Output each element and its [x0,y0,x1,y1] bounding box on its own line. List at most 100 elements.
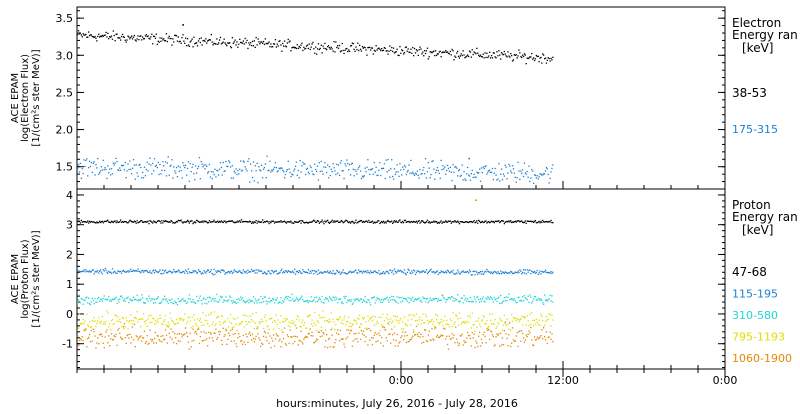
data-point [481,298,483,300]
data-point [244,302,246,304]
data-point [310,272,312,274]
data-point [533,57,535,59]
data-point [95,347,97,349]
data-point [141,39,143,41]
data-point [210,34,212,36]
data-point [353,271,355,273]
data-point [237,317,239,319]
data-point [393,326,396,328]
data-point [431,319,433,321]
data-point [485,56,487,59]
data-point [348,49,350,51]
data-point [253,221,255,223]
data-point [500,173,502,175]
data-point [109,36,111,38]
data-point [392,296,395,298]
data-point [129,38,131,40]
data-point [146,270,148,272]
data-point [399,270,401,272]
data-point [86,36,88,38]
data-point [397,171,399,173]
data-point [316,273,319,275]
data-point [387,322,389,324]
data-point [348,164,351,166]
data-point [133,298,136,301]
data-point [195,270,197,272]
data-point [352,302,354,304]
data-point [487,171,489,173]
data-point [380,174,382,177]
data-point [522,296,524,298]
data-point [536,175,538,177]
data-point [264,38,266,40]
data-point [357,298,359,300]
data-point [153,302,155,304]
data-point [85,33,87,35]
data-point [340,322,342,324]
data-point [106,310,108,312]
data-point [231,326,233,329]
data-point [360,50,363,52]
data-point [379,222,381,225]
data-point [489,296,492,298]
data-point [536,321,538,323]
data-point [159,302,161,304]
data-point [406,271,408,273]
data-point [256,326,258,328]
data-point [257,182,259,184]
data-point [185,221,187,223]
data-point [370,297,373,299]
data-point [204,168,206,170]
data-point [142,38,145,40]
data-point [158,270,160,273]
data-point [352,221,354,223]
data-point [142,297,144,299]
data-point [232,300,234,302]
data-point [354,270,356,272]
data-point [385,337,387,339]
data-point [160,335,162,337]
data-point [296,315,298,317]
data-point [518,49,520,51]
data-point [211,221,213,223]
data-point [457,341,459,344]
data-point [113,335,115,337]
data-point [83,159,85,161]
data-point [341,338,343,340]
data-point [552,340,554,343]
data-point [243,43,245,45]
data-point [261,342,263,344]
data-point [221,42,223,44]
data-point [502,271,505,273]
data-point [413,173,415,175]
data-point [482,315,484,317]
data-point [305,168,308,170]
data-point [251,313,254,315]
data-point [535,338,537,341]
data-point [467,270,469,273]
data-point [477,273,479,275]
data-point [112,339,114,341]
data-point [463,170,465,173]
data-point [155,164,157,166]
data-point [352,323,354,325]
data-point [474,298,476,300]
data-point [520,318,522,320]
data-point [129,298,131,300]
data-point [330,168,332,170]
data-point [441,294,443,296]
x-axis-label: hours:minutes, July 26, 2016 - July 28, … [276,397,518,410]
data-point [546,342,548,345]
data-point [243,300,245,303]
data-point [401,174,403,176]
data-point [197,40,200,42]
data-point [88,271,90,273]
data-point [401,335,403,337]
data-point [79,301,81,304]
data-point [263,316,266,318]
data-point [331,48,333,50]
data-point [337,333,340,335]
data-point [514,54,516,56]
data-point [241,321,244,323]
data-point [548,313,550,315]
